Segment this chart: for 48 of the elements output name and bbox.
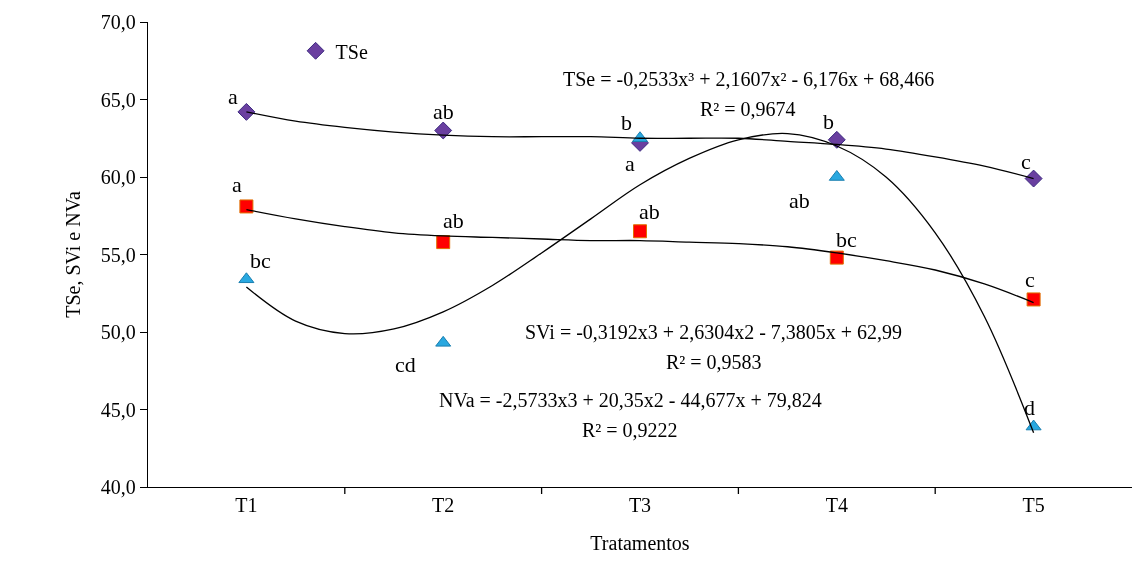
- annotation: R² = 0,9583: [666, 351, 762, 373]
- annotation: ab: [443, 208, 464, 233]
- y-tick-label: 60,0: [100, 166, 136, 188]
- point: [237, 102, 256, 121]
- annotation: c: [1021, 149, 1031, 174]
- annotation: b: [823, 109, 834, 134]
- point: [1026, 292, 1041, 307]
- annotation: a: [228, 84, 238, 109]
- y-axis-title: TSe, SVi e NVa: [62, 191, 85, 318]
- legend-label: TSe: [335, 40, 368, 63]
- annotation: b: [621, 110, 632, 135]
- y-tick-label: 45,0: [100, 398, 136, 421]
- point: [435, 335, 452, 347]
- annotation: bc: [250, 248, 271, 273]
- x-tick-label: T5: [1022, 494, 1045, 517]
- annotation: ab: [639, 199, 660, 224]
- annotation: TSe = -0,2533x³ + 2,1607x² - 6,176x + 68,466: [563, 68, 935, 90]
- annotation: a: [625, 151, 635, 176]
- x-tick-label: T3: [628, 494, 652, 517]
- point: [827, 130, 846, 149]
- point: [633, 224, 647, 239]
- annotation: ab: [789, 188, 810, 213]
- x-tick-label: T4: [825, 494, 848, 517]
- annotation: a: [232, 172, 242, 197]
- point: [1024, 169, 1043, 188]
- annotation: R² = 0,9222: [582, 419, 678, 441]
- y-tick-label: 40,0: [100, 476, 136, 498]
- point: [829, 250, 844, 265]
- annotation: c: [1025, 267, 1035, 292]
- y-tick-label: 65,0: [100, 88, 136, 111]
- annotation: bc: [836, 227, 857, 252]
- y-tick-label: 55,0: [100, 243, 136, 266]
- point: [239, 199, 254, 214]
- point: [1025, 419, 1042, 431]
- point: [434, 121, 453, 140]
- annotation: R² = 0,9674: [700, 98, 796, 120]
- annotation: SVi = -0,3192x3 + 2,6304x2 - 7,3805x + 62,99: [525, 321, 903, 343]
- annotation: ab: [433, 99, 454, 124]
- x-tick-label: T2: [432, 494, 455, 517]
- annotation: d: [1024, 395, 1035, 420]
- y-tick-label: 50,0: [100, 321, 136, 343]
- annotation: cd: [395, 352, 416, 377]
- x-tick-label: T1: [235, 494, 258, 517]
- annotation: NVa = -2,5733x3 + 20,35x2 - 44,677x + 79,824: [439, 389, 822, 411]
- x-axis-title: Tratamentos: [590, 531, 690, 554]
- point: [238, 272, 255, 284]
- point: [436, 235, 451, 250]
- y-tick-label: 70,0: [100, 11, 136, 33]
